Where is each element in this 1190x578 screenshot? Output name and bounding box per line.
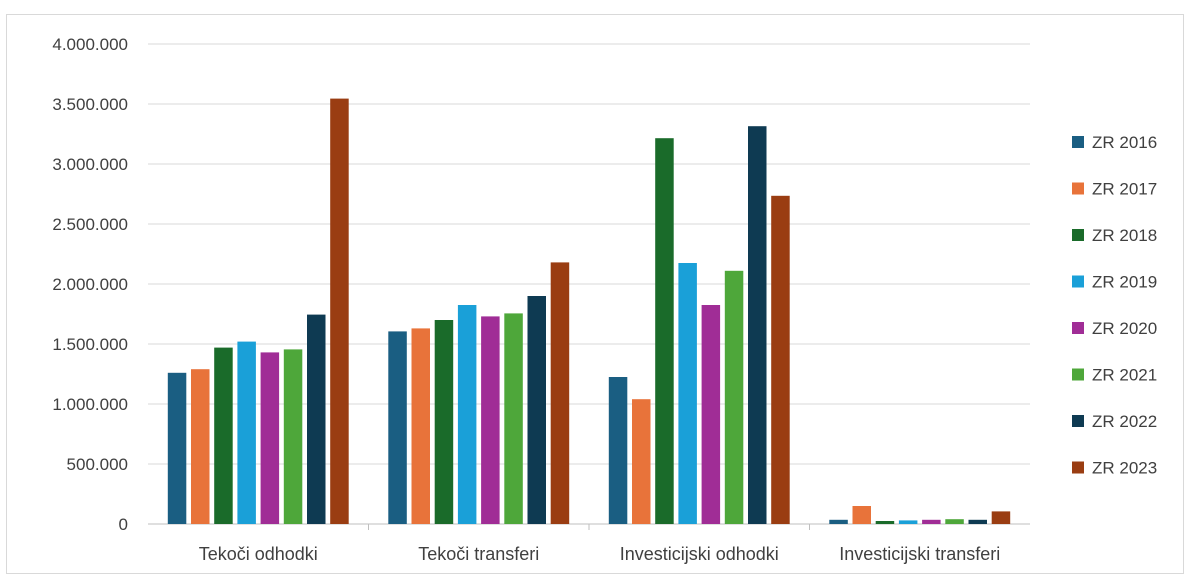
legend-swatch [1072,415,1084,427]
category-label: Investicijski transferi [839,544,1000,564]
bar-zr-2023-cat-1 [550,262,570,524]
bar-zr-2022-cat-3 [968,519,987,524]
y-tick-label: 1.000.000 [52,395,128,414]
y-tick-label: 3.000.000 [52,155,128,174]
legend-swatch [1072,322,1084,334]
bar-zr-2018-cat-3 [875,521,895,524]
bar-zr-2018-cat-1 [434,320,454,524]
legend-label: ZR 2019 [1092,273,1157,292]
bar-zr-2018-cat-2 [655,138,674,524]
legend-label: ZR 2020 [1092,319,1157,338]
y-tick-label: 3.500.000 [52,95,128,114]
bar-zr-2016-cat-1 [388,331,407,524]
legend-swatch [1072,275,1084,288]
bar-zr-2021-cat-1 [504,313,523,524]
legend-label: ZR 2016 [1092,133,1157,152]
bar-zr-2023-cat-3 [991,511,1011,524]
bar-zr-2023-cat-0 [330,98,349,524]
legend-swatch [1072,461,1084,474]
bar-zr-2017-cat-1 [411,328,430,524]
bar-zr-2022-cat-0 [307,314,326,524]
bar-zr-2017-cat-0 [191,369,210,524]
legend-label: ZR 2022 [1092,412,1157,431]
y-tick-label: 2.500.000 [52,215,128,234]
y-tick-label: 4.000.000 [52,35,128,54]
bar-zr-2021-cat-2 [724,270,744,524]
bar-zr-2019-cat-2 [678,263,697,524]
y-tick-label: 2.000.000 [52,275,128,294]
y-tick-label: 1.500.000 [52,335,128,354]
bar-zr-2019-cat-1 [457,305,477,524]
legend-swatch [1072,229,1084,241]
bar-zr-2019-cat-0 [237,341,256,524]
bar-zr-2020-cat-3 [922,519,941,524]
bar-zr-2021-cat-0 [283,349,303,524]
legend-label: ZR 2017 [1092,180,1157,199]
bar-zr-2016-cat-3 [829,519,848,524]
y-tick-label: 0 [119,515,128,534]
legend-swatch [1072,368,1084,381]
bar-zr-2020-cat-1 [481,316,500,524]
legend-label: ZR 2023 [1092,459,1157,478]
bar-zr-2016-cat-2 [608,377,628,524]
bar-zr-2022-cat-2 [748,126,767,524]
bar-zr-2020-cat-2 [701,305,721,524]
bar-zr-2016-cat-0 [167,372,187,524]
bar-zr-2020-cat-0 [260,352,280,524]
bar-zr-2023-cat-2 [771,195,790,525]
legend-swatch [1072,136,1084,148]
legend-label: ZR 2018 [1092,226,1157,245]
legend-swatch [1072,182,1084,195]
category-label: Tekoči transferi [418,544,539,564]
category-label: Investicijski odhodki [620,544,779,564]
y-tick-label: 500.000 [67,455,128,474]
bar-zr-2017-cat-3 [852,506,871,524]
bar-zr-2021-cat-3 [945,519,964,524]
legend-label: ZR 2021 [1092,366,1157,385]
bar-zr-2022-cat-1 [527,296,546,524]
category-label: Tekoči odhodki [199,544,318,564]
bar-zr-2018-cat-0 [214,347,233,524]
bar-zr-2017-cat-2 [632,399,651,524]
bar-zr-2019-cat-3 [898,520,918,524]
